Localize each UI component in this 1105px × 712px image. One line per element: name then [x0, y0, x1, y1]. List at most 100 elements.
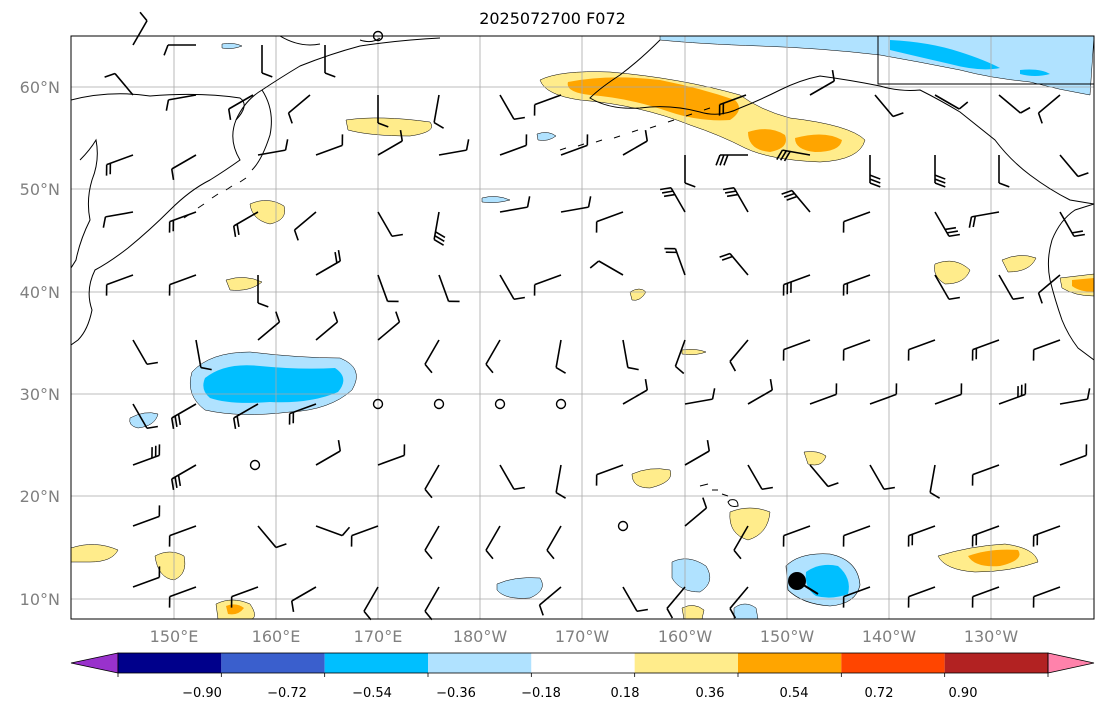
- colorbar-tick-label: 0.18: [611, 686, 640, 701]
- positive-anomaly-region: [71, 544, 119, 563]
- wind-barb: [971, 525, 1000, 547]
- longitude-label: 180°W: [453, 627, 508, 646]
- wind-barb: [132, 505, 161, 527]
- negative-anomaly-region: [536, 132, 557, 141]
- coastlines: [71, 36, 1094, 507]
- wind-barb: [257, 139, 289, 156]
- wind-barb: [485, 339, 501, 374]
- calm-wind-markers: [249, 30, 629, 532]
- wind-barb: [560, 196, 592, 213]
- negative-anomaly-region: [671, 558, 711, 593]
- strong-negative-anomaly-region: [203, 365, 344, 403]
- positive-anomaly-region: [681, 605, 705, 619]
- wind-barb: [377, 444, 406, 466]
- colorbar-tick-label: 0.72: [865, 686, 894, 701]
- wind-barb: [438, 139, 470, 156]
- positive-anomaly-region: [345, 117, 432, 137]
- wind-barb: [555, 339, 566, 374]
- wind-barb: [288, 403, 317, 425]
- wind-barb: [934, 155, 946, 188]
- wind-barb: [533, 274, 562, 296]
- wind-barb: [907, 339, 936, 361]
- strong-positive-anomaly-region: [567, 77, 739, 121]
- wind-barb: [257, 311, 281, 341]
- calm-wind-marker: [555, 398, 567, 410]
- colorbar-segment: [944, 653, 1048, 673]
- positive-anomaly-region: [154, 551, 186, 581]
- longitude-label: 160°E: [252, 627, 301, 646]
- wind-barb: [907, 525, 936, 547]
- wind-barb: [684, 497, 708, 527]
- longitude-label: 140°W: [862, 627, 917, 646]
- shaded-anomaly-field: [71, 36, 1094, 619]
- wind-barb: [132, 566, 161, 588]
- wind-barb: [660, 186, 686, 213]
- wind-barb: [102, 211, 134, 228]
- positive-anomaly-region: [631, 468, 672, 489]
- wind-barb: [907, 586, 936, 608]
- longitude-label: 170°E: [354, 627, 403, 646]
- colorbar-frame: [117, 652, 1049, 674]
- negative-anomaly-region: [496, 577, 543, 599]
- wind-barb: [622, 130, 649, 156]
- positive-anomaly-region: [629, 288, 647, 301]
- wind-barb: [257, 275, 269, 308]
- colorbar-tick-label: 0.36: [696, 686, 725, 701]
- wind-barb: [433, 94, 444, 129]
- wind-barb: [1037, 274, 1061, 304]
- wind-barb: [622, 339, 639, 371]
- wind-barb: [998, 274, 1024, 301]
- kamchatka-coastline: [235, 37, 441, 121]
- wind-barb: [715, 154, 748, 166]
- wind-barb: [733, 525, 749, 560]
- wind-barb: [971, 339, 1000, 361]
- wind-barb: [934, 211, 960, 238]
- storm-center-marker: [788, 572, 819, 595]
- calm-wind-marker: [617, 520, 629, 532]
- colorbar-extend-high: [1047, 652, 1095, 674]
- colorbar-segment: [841, 653, 945, 673]
- longitude-axis: 150°E 160°E 170°E 180°W 170°W 160°W 150°…: [150, 627, 1019, 646]
- wind-barb: [747, 464, 773, 491]
- wind-barb: [170, 403, 197, 429]
- wind-barb: [842, 525, 871, 547]
- latitude-label: 60°N: [20, 78, 60, 97]
- wind-barb: [1032, 525, 1061, 547]
- wind-barb: [377, 95, 389, 128]
- wind-barb: [555, 464, 566, 499]
- wind-barb: [546, 525, 562, 560]
- wind-barb: [105, 274, 134, 296]
- wind-barb: [589, 260, 624, 276]
- canada-border: [877, 36, 1094, 85]
- wind-barb: [842, 211, 871, 233]
- wind-barb: [781, 189, 811, 213]
- latitude-label: 30°N: [20, 385, 60, 404]
- wind-barb: [533, 94, 562, 116]
- wind-barb: [230, 586, 259, 608]
- wind-barb: [874, 94, 904, 118]
- wind-barb: [934, 274, 960, 301]
- wind-barb-field: [102, 11, 1091, 621]
- wind-barb: [1059, 211, 1085, 238]
- wind-barb: [666, 586, 686, 619]
- wind-barb: [132, 444, 161, 466]
- wind-barb: [424, 525, 440, 560]
- wind-barb: [363, 586, 379, 621]
- strong-negative-anomaly-region: [890, 40, 1050, 76]
- wind-barb: [998, 383, 1027, 405]
- strong-positive-anomaly-region: [968, 549, 1020, 567]
- colorbar-tick-label: 0.90: [949, 686, 978, 701]
- colorbar: [70, 652, 1095, 677]
- colorbar-tick-labels: −0.90 −0.72 −0.54 −0.36 −0.18 0.18 0.36 …: [182, 686, 977, 701]
- colorbar-segment: [738, 653, 842, 673]
- wind-barb: [315, 134, 344, 156]
- negative-anomaly-region: [481, 196, 511, 203]
- wind-barb: [1059, 444, 1088, 466]
- longitude-label: 170°W: [555, 627, 610, 646]
- graticule: [71, 36, 1094, 619]
- aleutian-islands: [559, 107, 711, 151]
- wind-barb: [377, 130, 404, 156]
- wind-barb: [433, 211, 446, 246]
- plot-frame: [70, 35, 1095, 620]
- negative-anomaly-region: [129, 412, 159, 429]
